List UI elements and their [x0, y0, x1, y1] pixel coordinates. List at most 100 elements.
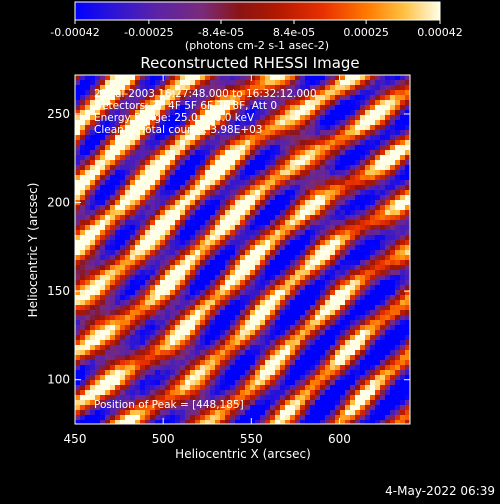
heatmap-cell	[395, 355, 401, 361]
heatmap-cell	[190, 250, 196, 256]
heatmap-cell	[270, 375, 276, 381]
heatmap-cell	[110, 360, 116, 366]
heatmap-cell	[230, 115, 236, 121]
colorbar-tick-label: -0.00025	[124, 26, 173, 39]
heatmap-cell	[185, 275, 191, 281]
heatmap-cell	[325, 260, 331, 266]
heatmap-cell	[170, 180, 176, 186]
heatmap-cell	[250, 350, 256, 356]
heatmap-cell	[140, 90, 146, 96]
heatmap-cell	[350, 305, 356, 311]
heatmap-cell	[95, 85, 101, 91]
heatmap-cell	[210, 180, 216, 186]
heatmap-cell	[190, 405, 196, 411]
heatmap-cell	[260, 235, 266, 241]
heatmap-cell	[325, 100, 331, 106]
heatmap-cell	[400, 105, 406, 111]
heatmap-cell	[310, 300, 316, 306]
heatmap-cell	[230, 210, 236, 216]
heatmap-cell	[245, 140, 251, 146]
heatmap-cell	[165, 360, 171, 366]
heatmap-cell	[90, 235, 96, 241]
heatmap-cell	[245, 155, 251, 161]
heatmap-cell	[240, 370, 246, 376]
heatmap-cell	[390, 130, 396, 136]
heatmap-cell	[130, 355, 136, 361]
heatmap-cell	[125, 320, 131, 326]
heatmap-cell	[375, 115, 381, 121]
heatmap-cell	[90, 195, 96, 201]
heatmap-cell	[360, 150, 366, 156]
heatmap-cell	[380, 295, 386, 301]
heatmap-cell	[130, 100, 136, 106]
heatmap-cell	[125, 380, 131, 386]
heatmap-cell	[360, 175, 366, 181]
heatmap-cell	[390, 100, 396, 106]
heatmap-cell	[85, 215, 91, 221]
heatmap-cell	[275, 335, 281, 341]
heatmap-cell	[360, 85, 366, 91]
heatmap-cell	[175, 80, 181, 86]
heatmap-cell	[270, 165, 276, 171]
heatmap-cell	[365, 155, 371, 161]
heatmap-cell	[370, 315, 376, 321]
heatmap-cell	[260, 175, 266, 181]
heatmap-cell	[170, 255, 176, 261]
heatmap-cell	[95, 110, 101, 116]
heatmap-cell	[115, 170, 121, 176]
heatmap-cell	[360, 255, 366, 261]
heatmap-cell	[90, 315, 96, 321]
heatmap-cell	[340, 330, 346, 336]
heatmap-cell	[370, 400, 376, 406]
heatmap-cell	[380, 220, 386, 226]
heatmap-cell	[190, 375, 196, 381]
heatmap-cell	[305, 160, 311, 166]
heatmap-cell	[305, 85, 311, 91]
heatmap-cell	[90, 300, 96, 306]
heatmap-cell	[210, 350, 216, 356]
heatmap-cell	[340, 135, 346, 141]
heatmap-cell	[345, 360, 351, 366]
heatmap-cell	[110, 255, 116, 261]
heatmap-cell	[375, 225, 381, 231]
heatmap-cell	[335, 95, 341, 101]
heatmap-cell	[330, 320, 336, 326]
annotation-detectors: Detectors: 3F 4F 5F 6F 7F 8F, Att 0	[94, 100, 277, 112]
heatmap-cell	[315, 170, 321, 176]
heatmap-cell	[290, 220, 296, 226]
heatmap-cell	[195, 250, 201, 256]
heatmap-cell	[360, 135, 366, 141]
heatmap-cell	[215, 120, 221, 126]
heatmap-cell	[365, 265, 371, 271]
heatmap-cell	[90, 385, 96, 391]
heatmap-cell	[310, 150, 316, 156]
heatmap-cell	[195, 140, 201, 146]
heatmap-cell	[210, 375, 216, 381]
heatmap-cell	[270, 415, 276, 421]
heatmap-cell	[165, 225, 171, 231]
heatmap-cell	[160, 405, 166, 411]
heatmap-cell	[270, 290, 276, 296]
heatmap-cell	[250, 325, 256, 331]
heatmap-cell	[325, 265, 331, 271]
heatmap-cell	[395, 195, 401, 201]
heatmap-cell	[180, 180, 186, 186]
heatmap-cell	[85, 365, 91, 371]
heatmap-cell	[305, 190, 311, 196]
heatmap-cell	[400, 410, 406, 416]
heatmap-cell	[225, 75, 231, 81]
heatmap-cell	[345, 345, 351, 351]
heatmap-cell	[325, 380, 331, 386]
heatmap-cell	[160, 290, 166, 296]
heatmap-cell	[245, 115, 251, 121]
heatmap-cell	[75, 315, 81, 321]
heatmap-cell	[295, 140, 301, 146]
heatmap-cell	[140, 220, 146, 226]
heatmap-cell	[125, 325, 131, 331]
heatmap-cell	[285, 255, 291, 261]
heatmap-cell	[390, 280, 396, 286]
heatmap-cell	[160, 320, 166, 326]
heatmap-cell	[320, 295, 326, 301]
heatmap-cell	[230, 205, 236, 211]
